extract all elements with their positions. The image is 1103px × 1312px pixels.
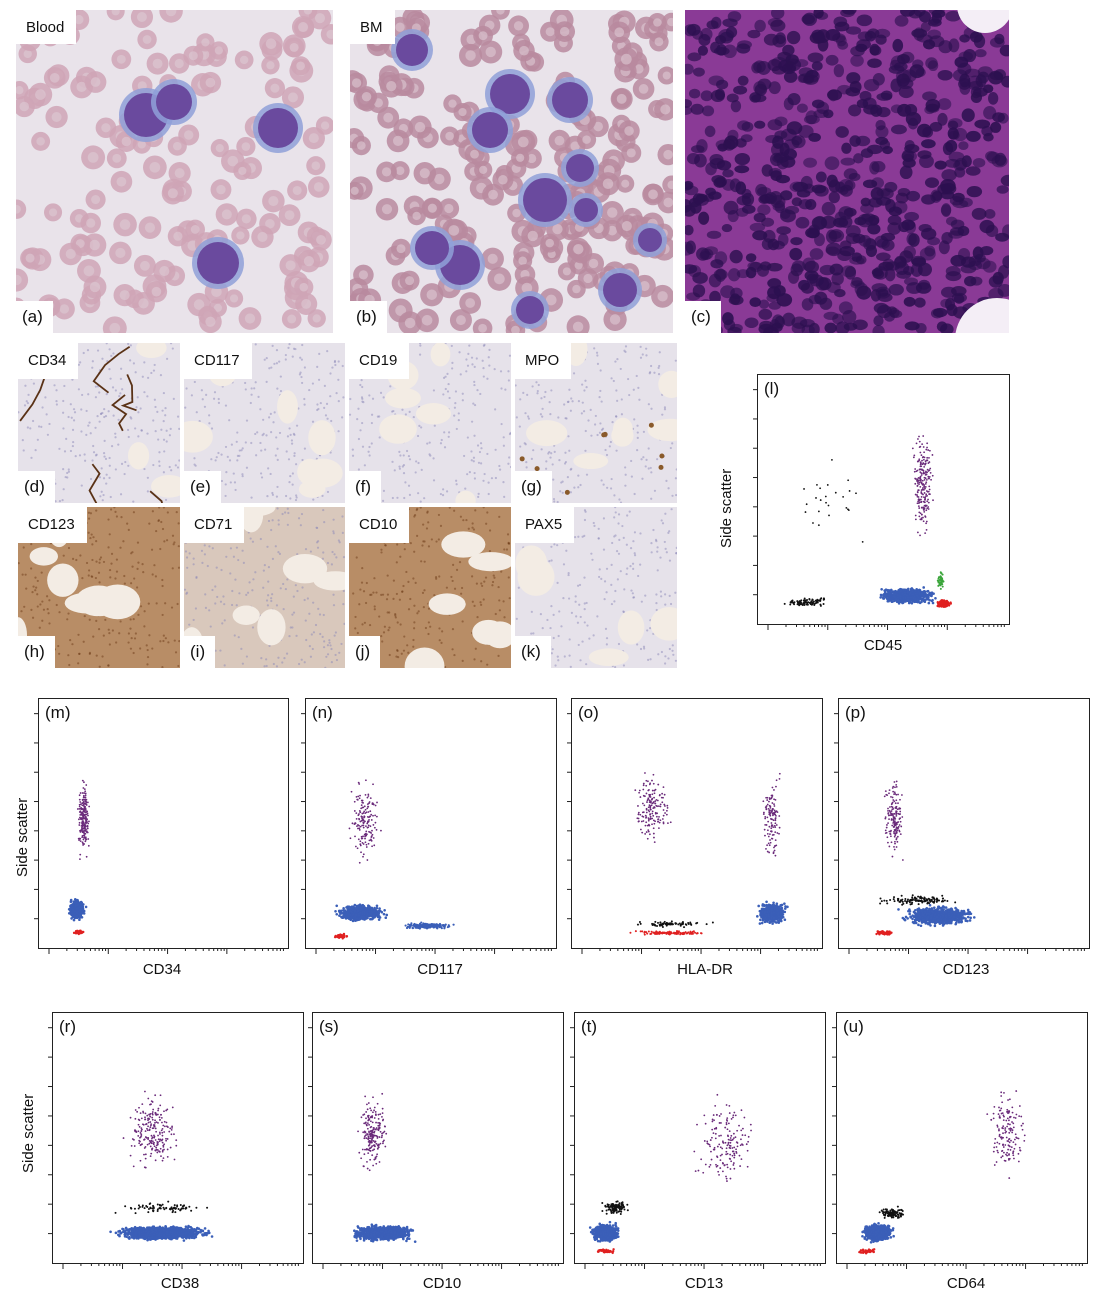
- bone-marrow-histology-image: (c): [685, 10, 1009, 333]
- panel-label: (c): [685, 301, 721, 333]
- blood-smear-image: Blood (a): [16, 10, 333, 333]
- x-axis-label: CD10: [422, 1275, 462, 1292]
- flow-plot-cd13: (t): [570, 1012, 826, 1269]
- flow-plot-hla-dr: (o): [567, 698, 823, 954]
- x-axis-label: CD38: [160, 1275, 200, 1292]
- x-axis-label: CD45: [863, 637, 903, 654]
- panel-tag: CD117: [184, 343, 252, 379]
- flow-plot-cd38: (r): [48, 1012, 304, 1269]
- panel-label: (r): [59, 1017, 76, 1036]
- panel-tag: CD71: [184, 507, 245, 543]
- panel-tag: BM: [350, 10, 395, 44]
- panel-label: (d): [18, 471, 55, 503]
- x-axis-label: CD64: [946, 1275, 986, 1292]
- flow-plot-cd117: (n): [301, 698, 557, 954]
- ihc-mpo-image: MPO (g): [515, 343, 677, 503]
- flow-plot-cd45: (l): [753, 374, 1010, 630]
- flow-plot-cd34: (m): [34, 698, 289, 954]
- y-axis-label: Side scatter: [718, 468, 735, 548]
- x-axis-label: CD117: [417, 961, 463, 978]
- panel-label: (k): [515, 636, 551, 668]
- y-axis-label: Side scatter: [20, 1093, 37, 1173]
- panel-tag: CD19: [349, 343, 410, 379]
- panel-label: (p): [845, 703, 866, 722]
- panel-tag: PAX5: [515, 507, 575, 543]
- panel-label: (g): [515, 471, 552, 503]
- x-axis-label: HLA-DR: [677, 961, 733, 978]
- panel-label: (i): [184, 636, 216, 668]
- panel-label: (e): [184, 471, 221, 503]
- panel-label: (h): [18, 636, 55, 668]
- flow-plot-cd64: (u): [832, 1012, 1088, 1269]
- x-axis-label: CD123: [942, 961, 990, 978]
- panel-label: (f): [349, 471, 382, 503]
- panel-label: (u): [843, 1017, 864, 1036]
- x-axis-label: CD34: [142, 961, 182, 978]
- panel-tag: MPO: [515, 343, 572, 379]
- panel-label: (n): [312, 703, 333, 722]
- y-axis-label: Side scatter: [14, 797, 31, 877]
- x-axis-label: CD13: [684, 1275, 724, 1292]
- ihc-cd19-image: CD19 (f): [349, 343, 511, 503]
- panel-label: (j): [349, 636, 381, 668]
- panel-label: (l): [764, 379, 780, 398]
- panel-label: (m): [45, 703, 71, 722]
- panel-label: (t): [581, 1017, 598, 1036]
- panel-label: (o): [578, 703, 599, 722]
- ihc-cd71-image: CD71 (i): [184, 507, 345, 668]
- flow-plot-cd123: (p): [834, 698, 1090, 954]
- panel-tag: CD123: [18, 507, 87, 543]
- ihc-cd123-image: CD123 (h): [18, 507, 180, 668]
- panel-label: (s): [319, 1017, 339, 1036]
- panel-label: (a): [16, 301, 53, 333]
- panel-tag: CD34: [18, 343, 79, 379]
- ihc-pax5-image: PAX5 (k): [515, 507, 677, 668]
- panel-label: (b): [350, 301, 387, 333]
- bone-marrow-smear-image: BM (b): [350, 10, 673, 333]
- ihc-cd117-image: CD117 (e): [184, 343, 345, 503]
- ihc-cd10-image: CD10 (j): [349, 507, 511, 668]
- flow-plot-cd10: (s): [308, 1012, 564, 1269]
- ihc-cd34-image: CD34 (d): [18, 343, 180, 503]
- panel-tag: Blood: [16, 10, 77, 44]
- panel-tag: CD10: [349, 507, 410, 543]
